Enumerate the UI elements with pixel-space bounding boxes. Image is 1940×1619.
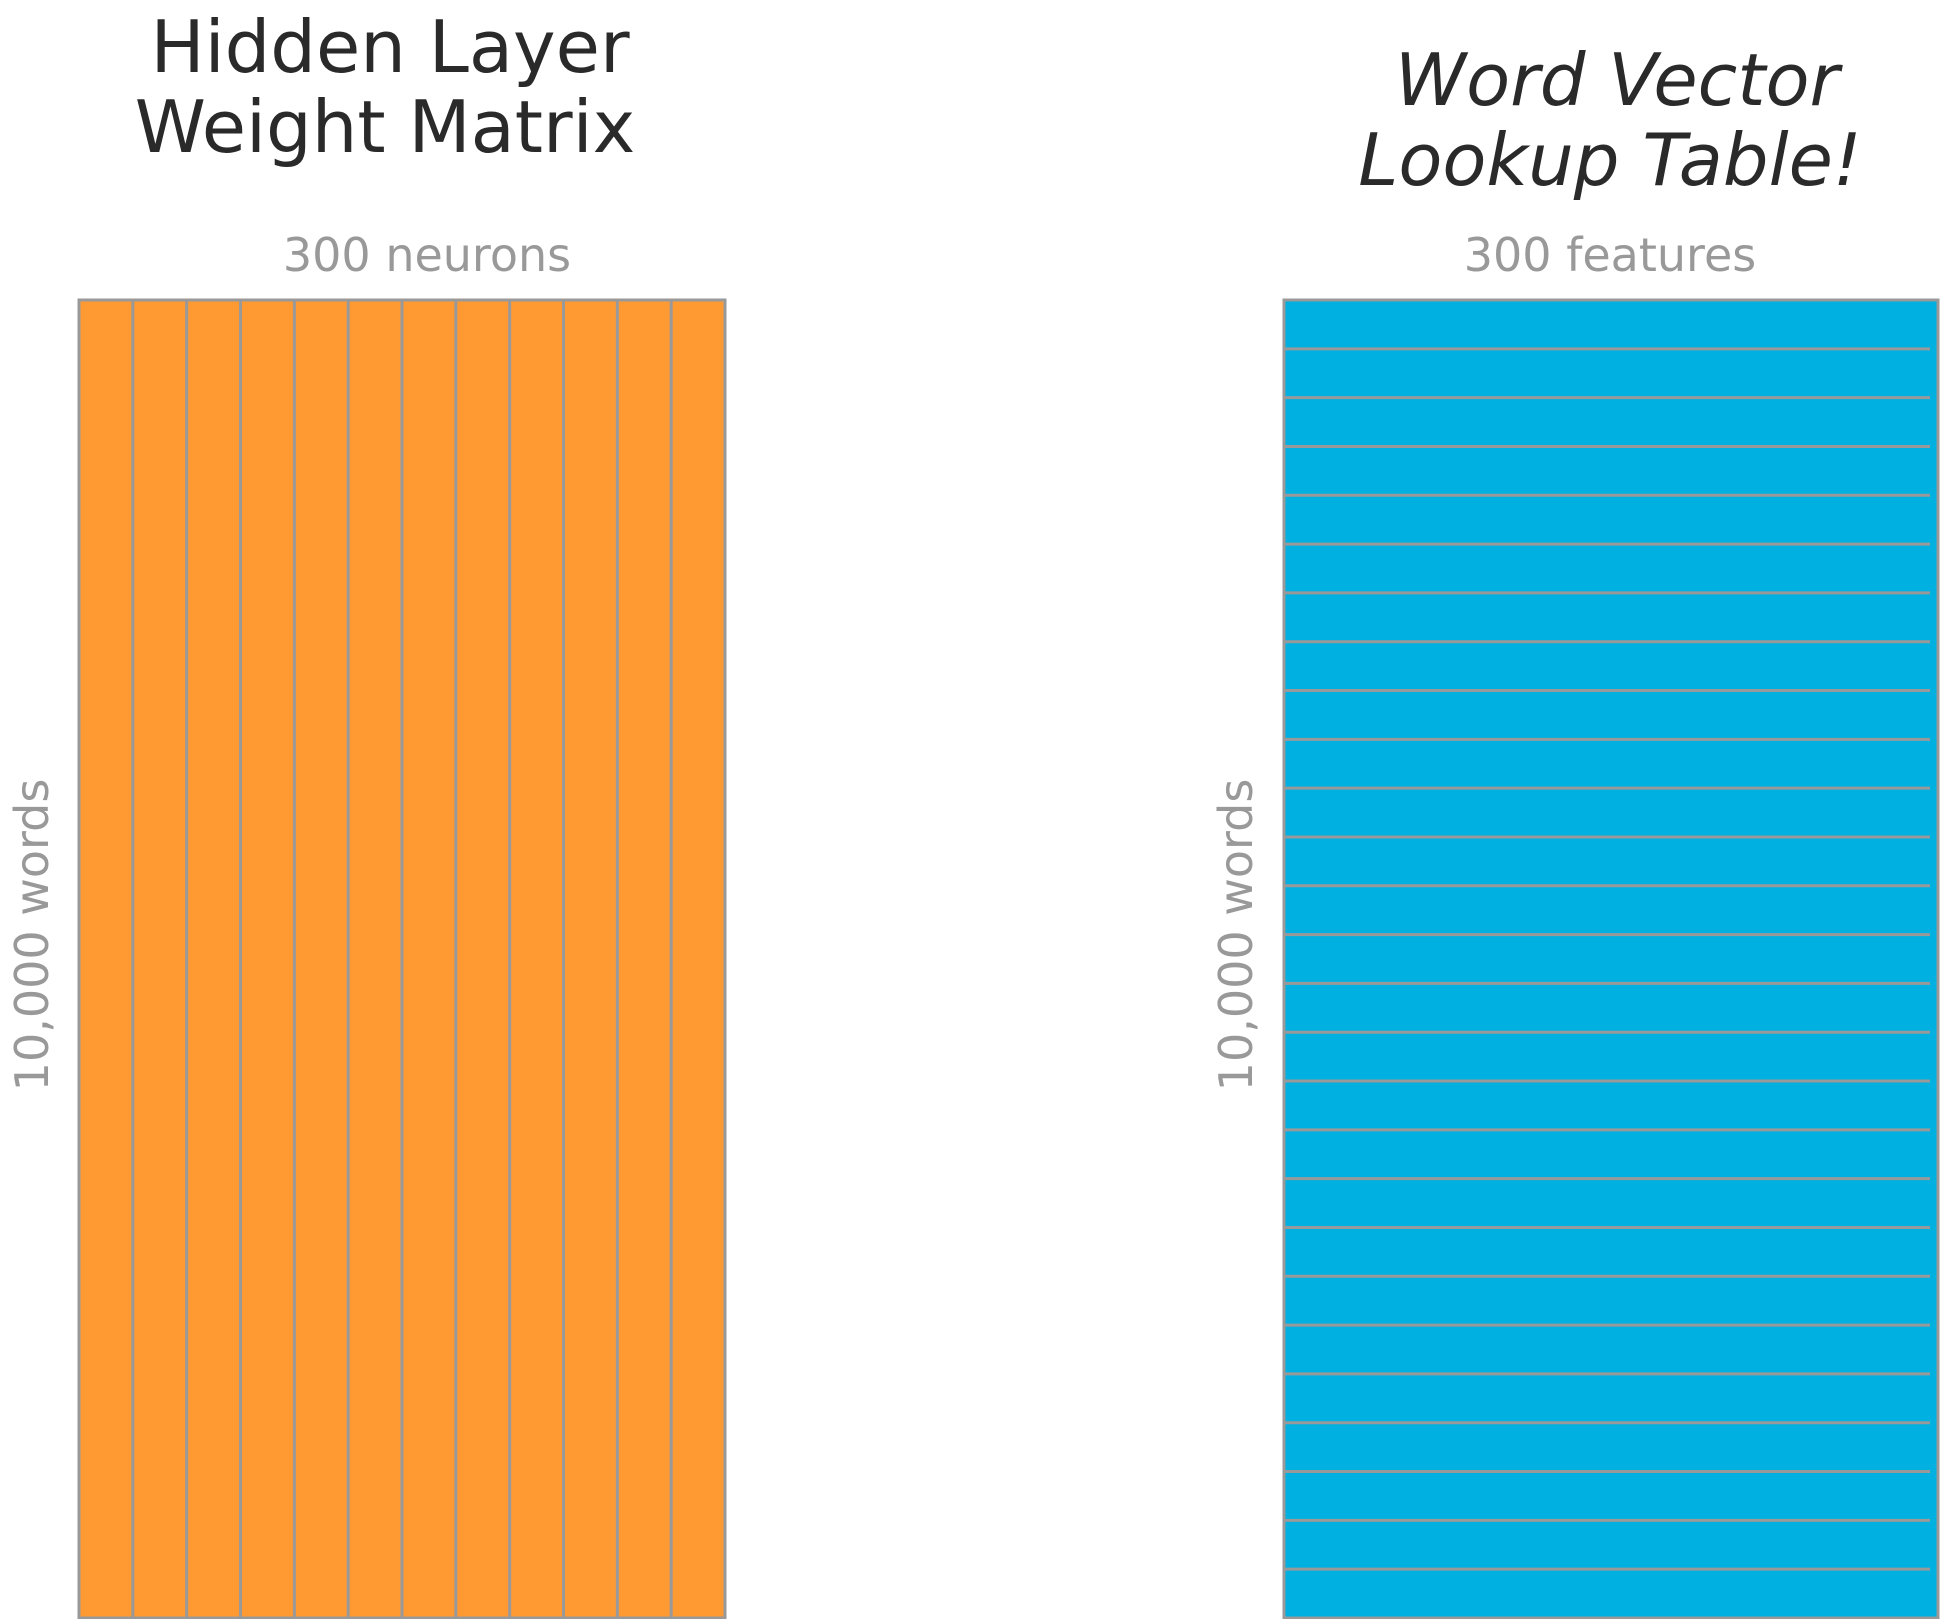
left-panel: Hidden Layer Weight Matrix 300 neurons 1… xyxy=(5,5,727,1619)
right-panel: Word Vector Lookup Table! 300 features 1… xyxy=(1209,38,1940,1619)
weight-matrix xyxy=(77,298,727,1619)
left-column-label: 300 neurons xyxy=(283,228,571,282)
left-title-line2: Weight Matrix xyxy=(135,85,635,169)
lookup-table-body xyxy=(1282,298,1940,1619)
left-title-line1: Hidden Layer xyxy=(150,5,630,89)
right-column-label: 300 features xyxy=(1464,228,1756,282)
right-title-line2: Lookup Table! xyxy=(1358,118,1862,202)
weight-matrix-columns xyxy=(131,300,673,1618)
lookup-table-rows xyxy=(1284,347,1930,1571)
left-row-label: 10,000 words xyxy=(5,779,59,1092)
right-title-line1: Word Vector xyxy=(1395,38,1844,122)
right-row-label: 10,000 words xyxy=(1209,779,1263,1092)
lookup-table xyxy=(1282,298,1940,1619)
